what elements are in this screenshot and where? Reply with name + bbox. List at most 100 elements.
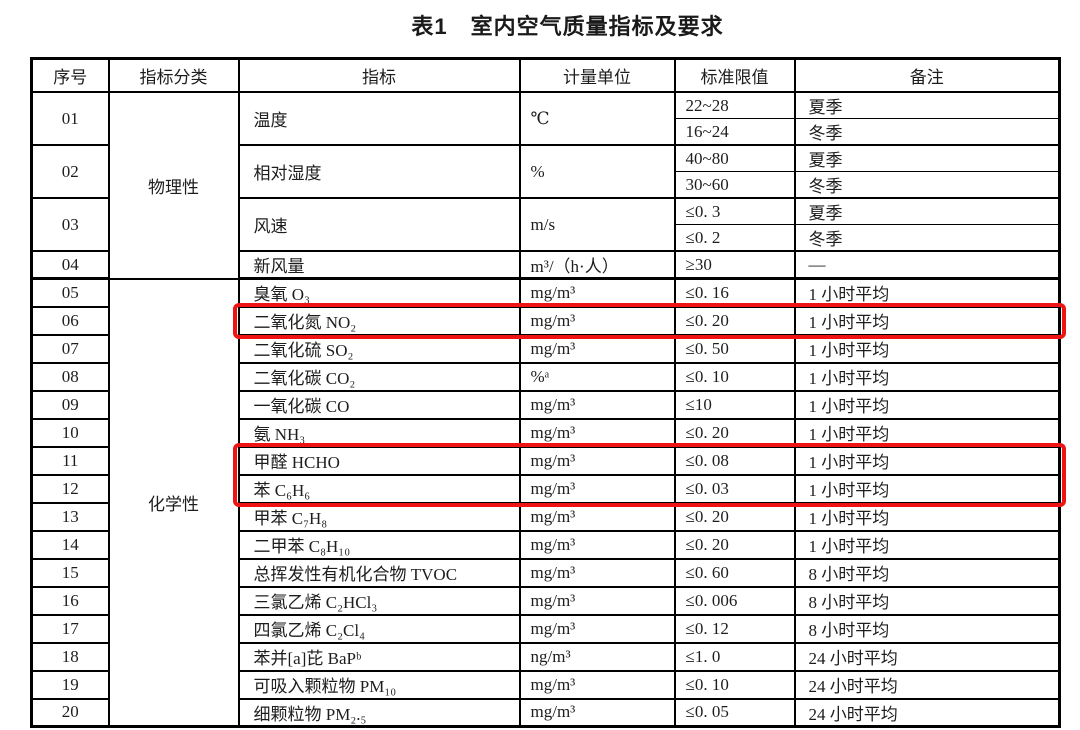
cell-remark: 1 小时平均: [793, 417, 1061, 448]
cell-remark: 8 小时平均: [793, 613, 1061, 644]
cell-serial: 11: [30, 445, 110, 476]
cell-limit: ≤0. 03: [673, 473, 796, 504]
table-row: 02 相对湿度 % 40~80 夏季: [30, 144, 1061, 199]
cell-serial: 02: [30, 144, 110, 199]
cell-serial: 20: [30, 697, 110, 728]
cell-indicator: 温度: [237, 91, 521, 146]
cell-unit: mg/m³: [518, 613, 676, 644]
cell-serial: 09: [30, 389, 110, 420]
cell-unit: mg/m³: [518, 529, 676, 560]
cell-remark: 1 小时平均: [793, 473, 1061, 504]
cell-limit: ≤0. 20: [673, 305, 796, 336]
cell-remark: —: [793, 250, 1061, 280]
cell-unit: %ᵃ: [518, 361, 676, 392]
table-title: 表1 室内空气质量指标及要求: [411, 14, 724, 39]
cell-unit: m/s: [518, 197, 676, 252]
cell-unit: mg/m³: [518, 501, 676, 532]
cell-serial: 16: [30, 585, 110, 616]
cell-indicator: 细颗粒物 PM₂.₅: [237, 697, 521, 728]
cell-remark: 夏季: [793, 91, 1061, 119]
cell-indicator: 甲醛 HCHO: [237, 445, 521, 476]
cell-unit: mg/m³: [518, 585, 676, 616]
cell-indicator: 二甲苯 C₈H₁₀: [237, 529, 521, 560]
cell-limit: ≤0. 3: [673, 197, 796, 225]
cell-unit: mg/m³: [518, 389, 676, 420]
cell-limit: 22~28: [673, 91, 796, 119]
cell-indicator: 相对湿度: [237, 144, 521, 199]
cell-limit: ≤1. 0: [673, 641, 796, 672]
cell-limit: ≤0. 60: [673, 557, 796, 588]
cell-indicator: 苯 C₆H₆: [237, 473, 521, 504]
cell-remark: 夏季: [793, 197, 1061, 225]
cell-remark: 1 小时平均: [793, 361, 1061, 392]
cell-indicator: 甲苯 C₇H₈: [237, 501, 521, 532]
air-quality-table: 序号 指标分类 指标 计量单位 标准限值 备注 01 物理性 温度 ℃ 22~2…: [30, 57, 1061, 728]
table-row: 16 三氯乙烯 C₂HCl₃ mg/m³ ≤0. 006 8 小时平均: [30, 585, 1061, 616]
cell-limit: ≤0. 006: [673, 585, 796, 616]
table-row: 09 一氧化碳 CO mg/m³ ≤10 1 小时平均: [30, 389, 1061, 420]
cell-limit: ≤10: [673, 389, 796, 420]
table-row: 14 二甲苯 C₈H₁₀ mg/m³ ≤0. 20 1 小时平均: [30, 529, 1061, 560]
cell-serial: 10: [30, 417, 110, 448]
cell-indicator: 四氯乙烯 C₂Cl₄: [237, 613, 521, 644]
cell-unit: ℃: [518, 91, 676, 146]
cell-indicator: 新风量: [237, 250, 521, 280]
cell-indicator: 苯并[a]芘 BaPᵇ: [237, 641, 521, 672]
cell-limit: ≤0. 10: [673, 361, 796, 392]
cell-unit: mg/m³: [518, 669, 676, 700]
cell-unit: mg/m³: [518, 277, 676, 308]
cell-serial: 12: [30, 473, 110, 504]
cell-serial: 06: [30, 305, 110, 336]
cell-limit: ≤0. 05: [673, 697, 796, 728]
table-row-highlighted: 11 甲醛 HCHO mg/m³ ≤0. 08 1 小时平均: [30, 445, 1061, 476]
cell-remark: 1 小时平均: [793, 529, 1061, 560]
table-row: 16~24 冬季: [32, 118, 1061, 146]
table-row-highlighted: 06 二氧化氮 NO₂ mg/m³ ≤0. 20 1 小时平均: [30, 305, 1061, 336]
col-header-remark: 备注: [793, 57, 1061, 93]
table-row: 18 苯并[a]芘 BaPᵇ ng/m³ ≤1. 0 24 小时平均: [30, 641, 1061, 672]
cell-limit: ≤0. 50: [673, 333, 796, 364]
cell-limit: ≤0. 12: [673, 613, 796, 644]
cell-remark: 1 小时平均: [793, 389, 1061, 420]
cell-serial: 01: [30, 91, 110, 146]
col-header-serial: 序号: [30, 57, 110, 93]
table-row: 07 二氧化硫 SO₂ mg/m³ ≤0. 50 1 小时平均: [30, 333, 1061, 364]
cell-serial: 13: [30, 501, 110, 532]
cell-indicator: 二氧化氮 NO₂: [237, 305, 521, 336]
cell-serial: 07: [30, 333, 110, 364]
cell-limit: ≤0. 16: [673, 277, 796, 308]
header-row: 序号 指标分类 指标 计量单位 标准限值 备注: [30, 57, 1061, 93]
cell-indicator: 三氯乙烯 C₂HCl₃: [237, 585, 521, 616]
cell-remark: 1 小时平均: [793, 333, 1061, 364]
cell-unit: mg/m³: [518, 445, 676, 476]
cell-remark: 24 小时平均: [793, 669, 1061, 700]
cell-indicator: 风速: [237, 197, 521, 252]
cell-remark: 24 小时平均: [793, 697, 1061, 728]
cell-unit: ng/m³: [518, 641, 676, 672]
cell-category-physical: 物理性: [107, 91, 240, 280]
col-header-category: 指标分类: [107, 57, 240, 93]
cell-indicator: 二氧化碳 CO₂: [237, 361, 521, 392]
cell-category-chemical: 化学性: [107, 277, 240, 728]
cell-remark: 1 小时平均: [793, 277, 1061, 308]
cell-remark: 夏季: [793, 144, 1061, 172]
cell-limit: ≤0. 10: [673, 669, 796, 700]
cell-remark: 1 小时平均: [793, 445, 1061, 476]
col-header-indicator: 指标: [237, 57, 521, 93]
cell-serial: 17: [30, 613, 110, 644]
table-row: 05 化学性 臭氧 O₃ mg/m³ ≤0. 16 1 小时平均: [30, 277, 1061, 728]
cell-serial: 05: [30, 277, 110, 308]
col-header-unit: 计量单位: [518, 57, 676, 93]
cell-unit: m³/（h·人）: [518, 250, 676, 280]
cell-serial: 08: [30, 361, 110, 392]
cell-limit: 30~60: [673, 171, 796, 199]
table-row-highlighted: 12 苯 C₆H₆ mg/m³ ≤0. 03 1 小时平均: [30, 473, 1061, 504]
cell-unit: mg/m³: [518, 417, 676, 448]
cell-limit: 16~24: [673, 118, 796, 146]
cell-indicator: 可吸入颗粒物 PM₁₀: [237, 669, 521, 700]
table-row: 03 风速 m/s ≤0. 3 夏季: [30, 197, 1061, 252]
cell-remark: 冬季: [793, 171, 1061, 199]
table-row: 08 二氧化碳 CO₂ %ᵃ ≤0. 10 1 小时平均: [30, 361, 1061, 392]
col-header-limit: 标准限值: [673, 57, 796, 93]
